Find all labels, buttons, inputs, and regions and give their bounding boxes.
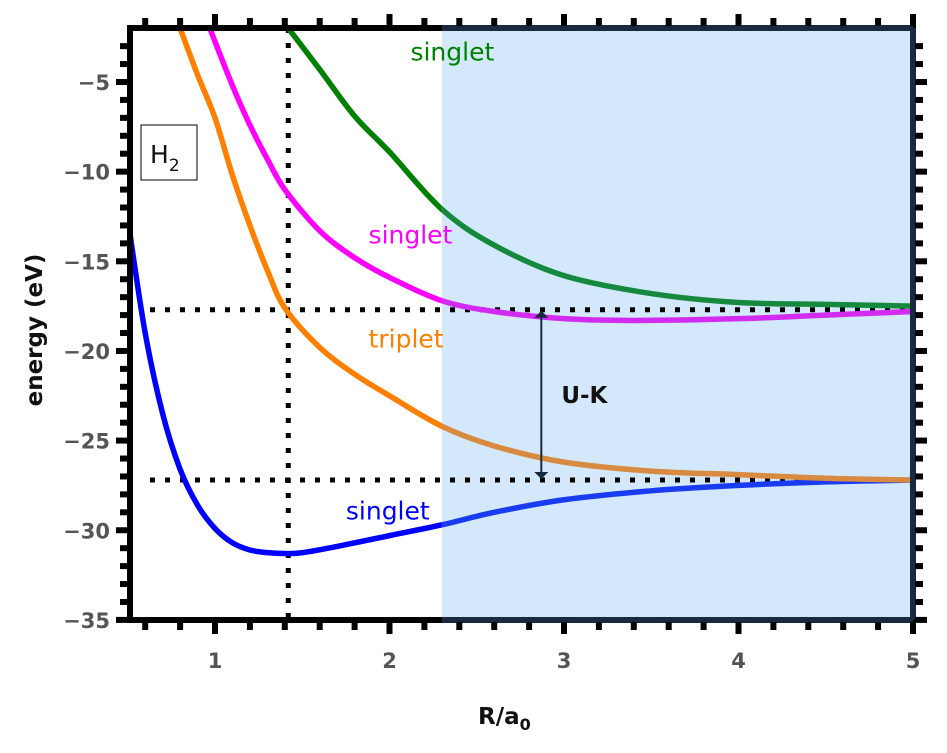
y-tick-label: −30 [63,519,110,543]
y-tick-label: −5 [78,71,110,95]
u-k-label: U-K [561,383,608,409]
x-tick-label: 3 [557,649,572,673]
curve-2 [207,28,442,304]
curve-3 [286,28,442,213]
axis-ticks: 1 2 3 4 5 −5 −10 −15 −20 −25 −30 −35 [63,14,927,673]
curve-label: singlet [369,220,453,249]
svg-text:H2: H2 [150,140,180,176]
molecule-label-box: H2 [140,124,198,181]
x-tick-label: 1 [208,649,223,673]
curves [130,28,913,557]
shaded-region [441,28,913,620]
x-tick-label: 2 [382,649,397,673]
curve-labels: singlet singlet triplet singlet [346,37,495,525]
plot-frame [127,25,916,623]
curve-label: triplet [369,324,444,353]
molecule-subscript: 2 [169,156,180,176]
curve-0 [130,230,442,557]
y-tick-label: −20 [63,340,110,364]
y-tick-label: −15 [63,250,110,274]
curve-label: singlet [346,496,430,525]
curve-label: singlet [410,37,494,66]
x-tick-label: 4 [731,649,746,673]
molecule-label: H [150,140,169,169]
curve-1 [177,28,442,430]
u-k-annotation: U-K [534,310,609,480]
y-tick-label: −35 [63,609,110,633]
y-axis-label: energy (eV) [22,254,48,407]
x-tick-label: 5 [906,649,921,673]
y-tick-label: −10 [63,161,110,185]
x-axis-label: R/a0 [478,704,531,734]
y-tick-label: −25 [63,430,110,454]
